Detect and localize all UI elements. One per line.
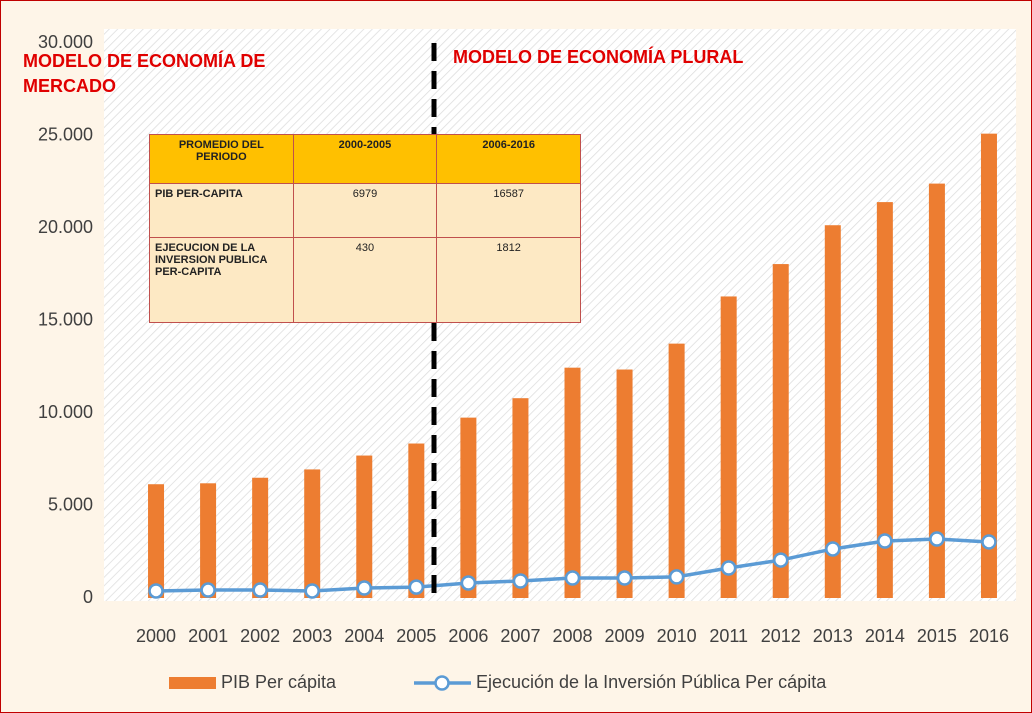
x-tick-label: 2002 [240,626,280,646]
y-tick-label: 20.000 [38,217,93,237]
bar [148,484,165,598]
y-tick-label: 15.000 [38,309,93,329]
bar [200,483,217,598]
x-tick-label: 2013 [813,626,853,646]
point [356,580,373,596]
table-cell: PIB PER-CAPITA [149,183,294,238]
x-tick-label: 2000 [136,626,176,646]
bar [928,183,945,598]
x-tick-label: 2007 [500,626,540,646]
point [252,582,268,598]
table-cell: 1812 [436,237,581,323]
y-tick-label: 0 [83,587,93,607]
summary-table: PROMEDIO DEL PERIODO 2000-2005 2006-2016… [149,134,581,323]
bar [252,477,269,598]
point [148,583,164,599]
point [408,579,425,595]
legend-label: PIB Per cápita [221,672,337,692]
x-tick-label: 2003 [292,626,332,646]
bar [408,443,425,598]
bar [460,417,477,598]
x-tick-label: 2010 [657,626,697,646]
y-tick-label: 10.000 [38,402,93,422]
x-tick-label: 2015 [917,626,957,646]
bar [356,455,373,598]
bar [720,296,737,598]
table-cell: EJECUCION DE LA INVERSION PUBLICA PER-CA… [149,237,294,323]
point [981,534,997,550]
x-tick-label: 2014 [865,626,905,646]
y-tick-label: 5.000 [48,494,93,514]
table-cell: 430 [292,237,438,323]
legend-label: Ejecución de la Inversión Pública Per cá… [476,672,827,692]
point [772,552,789,568]
point [564,570,581,586]
point [929,531,945,547]
x-tick-label: 2009 [605,626,645,646]
bar [304,469,321,598]
point [304,583,320,599]
x-tick-label: 2016 [969,626,1009,646]
legend-swatch [434,675,450,691]
point [877,533,893,549]
bar [824,225,841,598]
table-cell: 16587 [436,183,581,238]
x-tick-label: 2001 [188,626,228,646]
annotation: MODELO DE ECONOMÍA DE MERCADO [23,51,266,96]
bar [616,369,633,598]
bar [512,398,529,598]
x-tick-label: 2005 [396,626,436,646]
table-cell: 6979 [292,183,438,238]
bar [980,133,997,598]
point [720,560,737,576]
x-tick-label: 2012 [761,626,801,646]
bar [772,264,789,598]
table-cell: PROMEDIO DEL PERIODO [149,134,294,184]
y-tick-label: 30.000 [38,32,93,52]
point [825,541,841,557]
bar [564,367,581,598]
y-tick-label: 25.000 [38,124,93,144]
x-tick-label: 2006 [448,626,488,646]
point [460,575,477,591]
bar [668,343,685,598]
x-tick-label: 2008 [552,626,592,646]
point [200,582,216,598]
point [616,570,633,586]
x-tick-label: 2011 [709,626,748,646]
point [512,573,529,589]
legend-swatch [169,677,216,689]
table-cell: 2006-2016 [436,134,581,184]
point [668,569,685,585]
table-cell: 2000-2005 [292,134,438,184]
annotation: MODELO DE ECONOMÍA PLURAL [453,47,744,67]
bar [876,202,893,598]
x-tick-label: 2004 [344,626,384,646]
